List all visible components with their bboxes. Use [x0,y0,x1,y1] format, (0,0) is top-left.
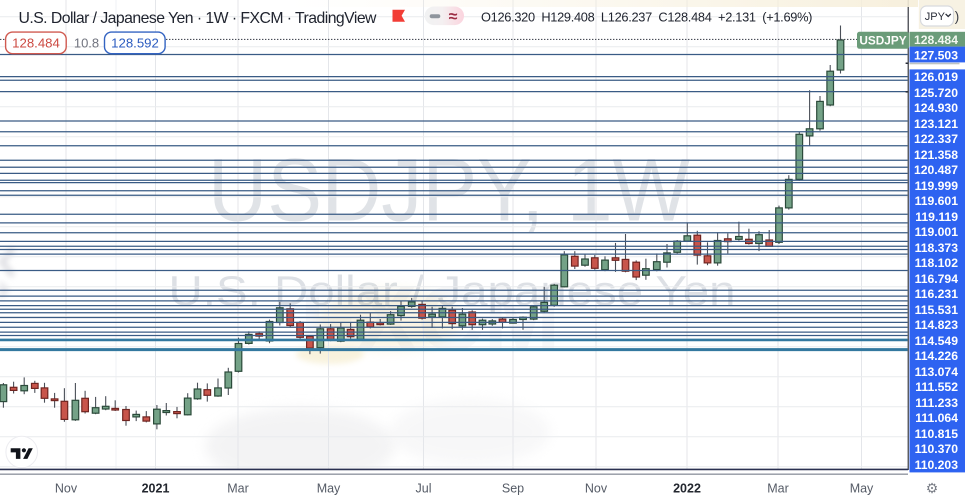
svg-text:110.370: 110.370 [915,442,959,456]
svg-text:127.503: 127.503 [914,49,958,63]
svg-text:122.337: 122.337 [914,132,958,146]
svg-text:113.074: 113.074 [915,365,959,379]
svg-text:110.815: 110.815 [915,427,959,441]
svg-text:May: May [317,482,341,496]
svg-text:124.930: 124.930 [914,101,958,115]
svg-text:O126.320 H129.408 L126.237: O126.320 H129.408 L126.237 C128.484 +2.1… [481,10,812,25]
svg-text:Jul: Jul [416,482,432,496]
svg-text:128.484: 128.484 [914,33,958,47]
svg-text:126.019: 126.019 [914,70,958,84]
svg-text:): ) [955,9,960,24]
svg-text:111.064: 111.064 [915,411,958,425]
svg-text:121.358: 121.358 [914,148,958,162]
svg-text:114.226: 114.226 [915,349,959,363]
svg-text:115.531: 115.531 [915,303,959,317]
svg-text:119.999: 119.999 [915,179,959,193]
svg-text:Sep: Sep [502,482,524,496]
svg-text:110.203: 110.203 [915,458,959,472]
svg-text:128.484: 128.484 [12,36,60,51]
svg-text:118.102: 118.102 [915,256,959,270]
svg-text:Nov: Nov [585,482,608,496]
svg-text:119.119: 119.119 [915,210,958,224]
svg-text:USDJPY: USDJPY [859,34,906,48]
svg-text:128.592: 128.592 [111,36,159,51]
svg-text:2022: 2022 [673,482,701,496]
svg-text:119.601: 119.601 [915,194,959,208]
svg-text:Mar: Mar [767,482,789,496]
svg-text:118.373: 118.373 [915,241,959,255]
svg-text:116.794: 116.794 [915,272,959,286]
svg-text:114.823: 114.823 [915,318,959,332]
svg-text:111.552: 111.552 [915,380,958,394]
svg-text:119.001: 119.001 [915,225,959,239]
svg-text:123.121: 123.121 [914,117,958,131]
svg-text:10.8: 10.8 [74,36,99,51]
svg-text:≈: ≈ [449,9,458,26]
svg-text:Nov: Nov [55,482,78,496]
svg-text:111.233: 111.233 [915,396,958,410]
svg-text:⚙: ⚙ [926,480,939,496]
svg-text:JPY: JPY [925,11,946,23]
svg-text:USDJPY, 1W: USDJPY, 1W [208,140,690,240]
svg-text:May: May [850,482,874,496]
svg-text:125.720: 125.720 [914,86,958,100]
svg-text:114.549: 114.549 [915,334,959,348]
svg-text:2021: 2021 [142,482,170,496]
svg-text:U.S. Dollar / Japanese Yen · 1: U.S. Dollar / Japanese Yen · 1W · FXCM ·… [19,10,378,27]
svg-text:116.231: 116.231 [915,287,959,301]
svg-text:120.487: 120.487 [914,163,958,177]
svg-text:Mar: Mar [227,482,249,496]
